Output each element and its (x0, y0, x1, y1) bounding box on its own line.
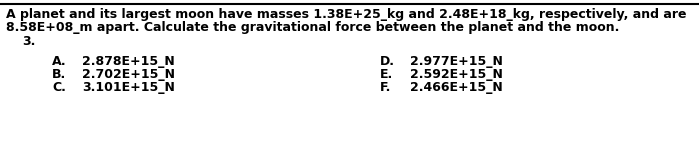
Text: 2.466E+15_N: 2.466E+15_N (410, 81, 503, 94)
Text: 8.58E+08_m apart. Calculate the gravitational force between the planet and the m: 8.58E+08_m apart. Calculate the gravitat… (6, 21, 619, 34)
Text: A.: A. (52, 55, 66, 68)
Text: 2.977E+15_N: 2.977E+15_N (410, 55, 503, 68)
Text: B.: B. (52, 68, 66, 81)
Text: D.: D. (380, 55, 395, 68)
Text: F.: F. (380, 81, 391, 94)
Text: C.: C. (52, 81, 66, 94)
Text: 2.702E+15_N: 2.702E+15_N (82, 68, 175, 81)
Text: E.: E. (380, 68, 394, 81)
Text: 3.101E+15_N: 3.101E+15_N (82, 81, 175, 94)
Text: A planet and its largest moon have masses 1.38E+25_kg and 2.48E+18_kg, respectiv: A planet and its largest moon have masse… (6, 8, 686, 21)
Text: 2.592E+15_N: 2.592E+15_N (410, 68, 503, 81)
Text: 2.878E+15_N: 2.878E+15_N (82, 55, 175, 68)
Text: 3.: 3. (22, 35, 36, 48)
